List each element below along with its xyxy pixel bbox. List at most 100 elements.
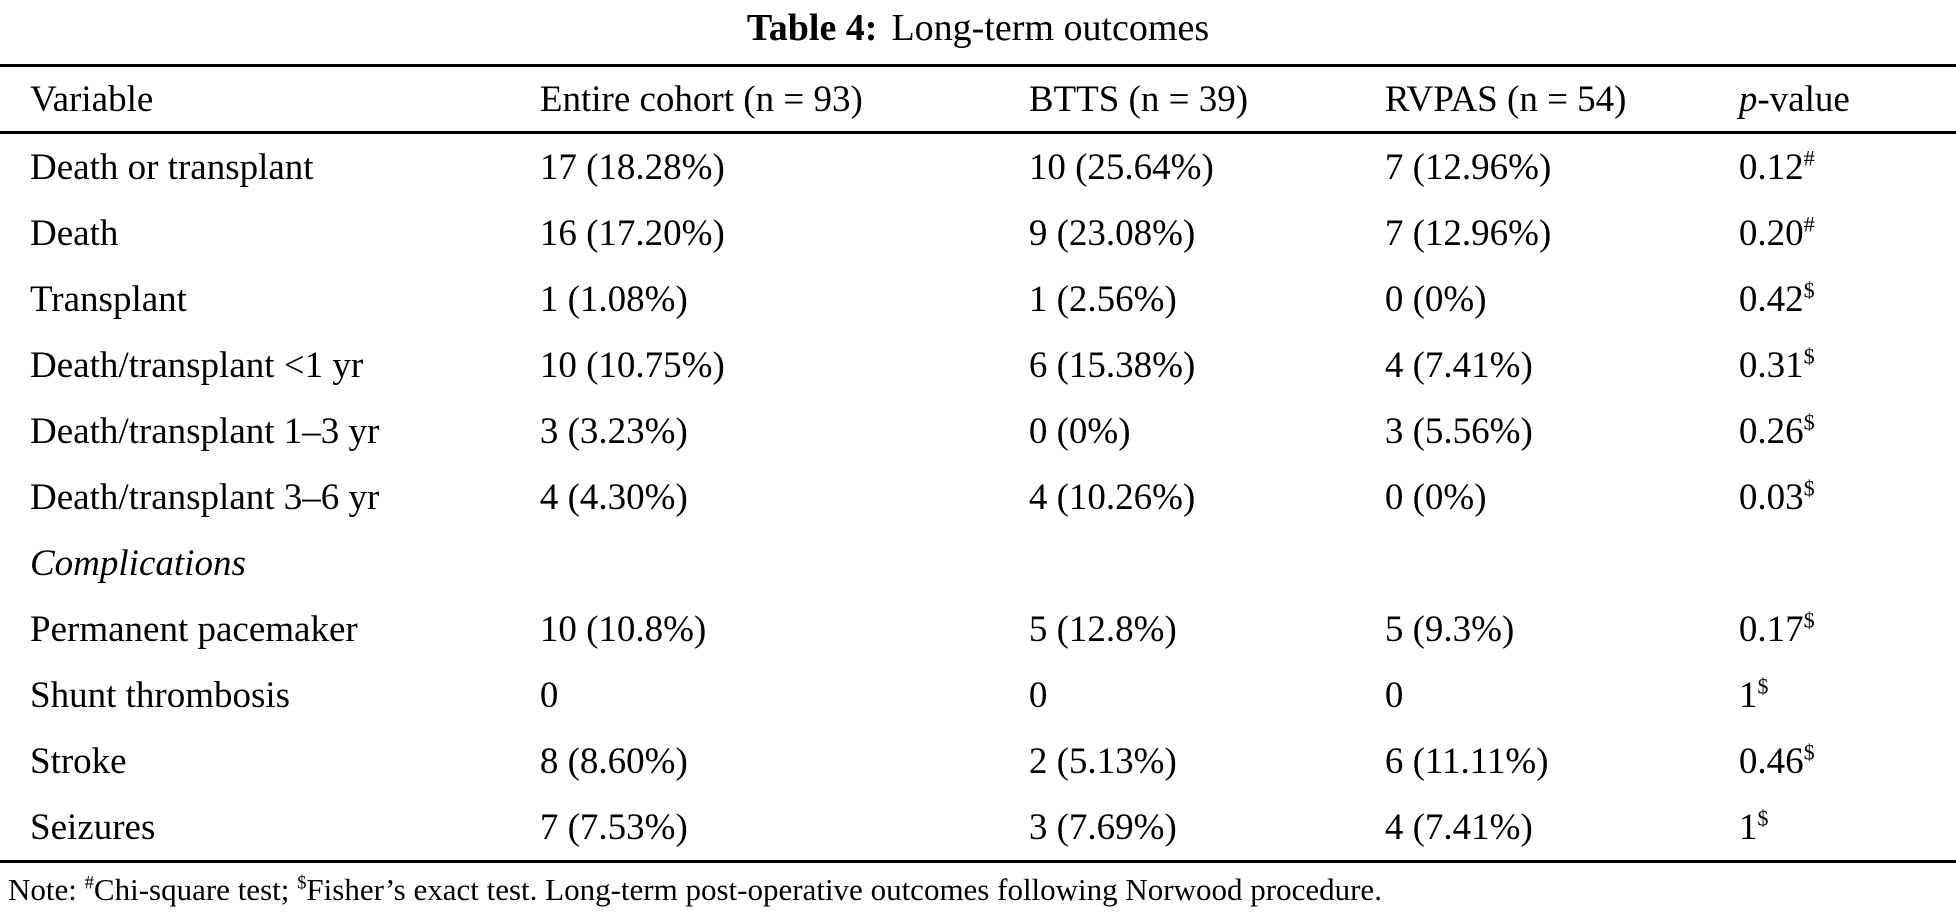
cell-p-value: 0.46$ xyxy=(1739,728,1956,794)
header-row: Variable Entire cohort (n = 93) BTTS (n … xyxy=(0,65,1956,134)
cell-btts xyxy=(1029,530,1385,596)
p-value-footnote-marker: $ xyxy=(1803,475,1815,501)
fisher-marker: $ xyxy=(297,872,307,894)
cell-variable: Death/transplant 1–3 yr xyxy=(30,410,380,452)
cell-btts: 4 (10.26%) xyxy=(1028,476,1196,518)
cell-btts: 6 (15.38%) xyxy=(1028,344,1196,386)
cell-p-value: 0.26$ xyxy=(1739,398,1956,464)
cell-variable: Shunt thrombosis xyxy=(30,674,291,716)
table-row: Death/transplant 1–3 yr 3 (3.23%) 0 (0%) 3 … xyxy=(0,398,1956,464)
cell-rvpas: 3 (5.56%) xyxy=(1384,410,1533,452)
p-value-footnote-marker: $ xyxy=(1803,739,1815,765)
pvalue-rest: -value xyxy=(1757,78,1850,120)
cell-entire-cohort xyxy=(540,530,1029,596)
footnote-prefix: Note: xyxy=(8,872,85,907)
cell-p-value: 0.20# xyxy=(1739,200,1956,266)
cell-btts: 3 (7.69%) xyxy=(1028,806,1177,848)
p-value-text: 0.42 xyxy=(1738,278,1804,320)
cell-entire-cohort: 3 (3.23%) xyxy=(539,410,688,452)
outcomes-table: Variable Entire cohort (n = 93) BTTS (n … xyxy=(0,64,1956,863)
table-row: Stroke 8 (8.60%) 2 (5.13%) 6 (11.11%) 0.46$ xyxy=(0,728,1956,794)
cell-p-value: 0.42$ xyxy=(1739,266,1956,332)
footnote-chi-square-text: Chi-square test; xyxy=(93,872,298,907)
table-number-label: Table 4: xyxy=(746,7,878,49)
p-value-footnote-marker: $ xyxy=(1803,607,1815,633)
cell-entire-cohort: 8 (8.60%) xyxy=(539,740,688,782)
p-value-text: 0.20 xyxy=(1738,212,1804,254)
cell-entire-cohort: 4 (4.30%) xyxy=(539,476,688,518)
table-caption: Long-term outcomes xyxy=(891,7,1210,49)
col-header-entire-cohort: Entire cohort (n = 93) xyxy=(539,65,1029,134)
cell-p-value: 0.31$ xyxy=(1739,332,1956,398)
cell-p-value: 1$ xyxy=(1739,662,1956,728)
col-header-rvpas: RVPAS (n = 54) xyxy=(1384,65,1739,134)
cell-rvpas: 0 xyxy=(1384,674,1404,716)
cell-rvpas: 0 (0%) xyxy=(1384,476,1487,518)
cell-p-value: 0.12# xyxy=(1739,133,1956,201)
col-header-btts: BTTS (n = 39) xyxy=(1028,65,1385,134)
table-footnote: Note: #Chi-square test; $Fisher’s exact … xyxy=(0,863,1956,909)
cell-rvpas: 4 (7.41%) xyxy=(1384,344,1533,386)
cell-entire-cohort: 10 (10.8%) xyxy=(539,608,707,650)
cell-btts: 5 (12.8%) xyxy=(1028,608,1177,650)
cell-entire-cohort: 17 (18.28%) xyxy=(539,146,725,188)
p-value-text: 0.12 xyxy=(1738,146,1804,188)
cell-rvpas: 7 (12.96%) xyxy=(1384,146,1552,188)
p-value-footnote-marker: $ xyxy=(1757,673,1769,699)
p-value-text: 1 xyxy=(1738,806,1758,848)
cell-variable: Seizures xyxy=(30,806,156,848)
p-value-text: 0.31 xyxy=(1738,344,1804,386)
p-value-footnote-marker: # xyxy=(1803,211,1815,237)
cell-rvpas: 5 (9.3%) xyxy=(1384,608,1515,650)
cell-p-value: 0.17$ xyxy=(1739,596,1956,662)
cell-variable: Death xyxy=(30,212,119,254)
cell-btts: 1 (2.56%) xyxy=(1028,278,1177,320)
table-row: Death 16 (17.20%) 9 (23.08%) 7 (12.96%) 0.20… xyxy=(0,200,1956,266)
table-row: Death/transplant 3–6 yr 4 (4.30%) 4 (10.26… xyxy=(0,464,1956,530)
cell-rvpas: 6 (11.11%) xyxy=(1384,740,1549,782)
footnote-fisher-text: Fisher’s exact test. Long-term post-oper… xyxy=(306,872,1382,907)
table-body: Death or transplant 17 (18.28%) 10 (25.64%… xyxy=(0,133,1956,862)
cell-p-value: 0.03$ xyxy=(1739,464,1956,530)
cell-rvpas: 4 (7.41%) xyxy=(1384,806,1533,848)
cell-variable: Death or transplant xyxy=(30,146,314,188)
cell-rvpas xyxy=(1385,530,1739,596)
p-value-text: 0.46 xyxy=(1738,740,1804,782)
cell-btts: 0 xyxy=(1028,674,1048,716)
table-row: Shunt thrombosis 0 0 0 1$ xyxy=(0,662,1956,728)
p-value-footnote-marker: $ xyxy=(1803,277,1815,303)
cell-variable: Permanent pacemaker xyxy=(30,608,358,650)
pvalue-p-italic: p xyxy=(1738,78,1758,120)
cell-p-value xyxy=(1739,530,1956,596)
col-header-pvalue: p-value xyxy=(1738,65,1956,134)
cell-variable: Transplant xyxy=(30,278,187,320)
cell-p-value: 1$ xyxy=(1739,794,1956,862)
p-value-text: 0.26 xyxy=(1738,410,1804,452)
table-row: Transplant 1 (1.08%) 1 (2.56%) 0 (0%) 0.42$ xyxy=(0,266,1956,332)
cell-entire-cohort: 7 (7.53%) xyxy=(539,806,688,848)
cell-variable: Stroke xyxy=(30,740,127,782)
table-row: Death or transplant 17 (18.28%) 10 (25.64%… xyxy=(0,133,1956,201)
col-header-variable: Variable xyxy=(0,65,540,134)
table-row: Death/transplant <1 yr 10 (10.75%) 6 (15.3… xyxy=(0,332,1956,398)
cell-entire-cohort: 0 xyxy=(539,674,559,716)
cell-btts: 10 (25.64%) xyxy=(1028,146,1214,188)
table-title: Table 4: Long-term outcomes xyxy=(0,0,1956,64)
p-value-footnote-marker: # xyxy=(1803,145,1815,171)
cell-btts: 0 (0%) xyxy=(1028,410,1131,452)
cell-variable: Complications xyxy=(30,542,246,584)
p-value-footnote-marker: $ xyxy=(1757,805,1769,831)
p-value-text: 0.03 xyxy=(1738,476,1804,518)
cell-rvpas: 0 (0%) xyxy=(1384,278,1487,320)
table-row: Permanent pacemaker 10 (10.8%) 5 (12.8%) 5 … xyxy=(0,596,1956,662)
cell-entire-cohort: 10 (10.75%) xyxy=(539,344,725,386)
cell-entire-cohort: 16 (17.20%) xyxy=(539,212,725,254)
cell-variable: Death/transplant 3–6 yr xyxy=(30,476,380,518)
chi-square-marker: # xyxy=(84,872,94,894)
cell-variable: Death/transplant <1 yr xyxy=(30,344,364,386)
cell-rvpas: 7 (12.96%) xyxy=(1384,212,1552,254)
p-value-text: 0.17 xyxy=(1738,608,1804,650)
p-value-text: 1 xyxy=(1738,674,1758,716)
cell-btts: 9 (23.08%) xyxy=(1028,212,1196,254)
